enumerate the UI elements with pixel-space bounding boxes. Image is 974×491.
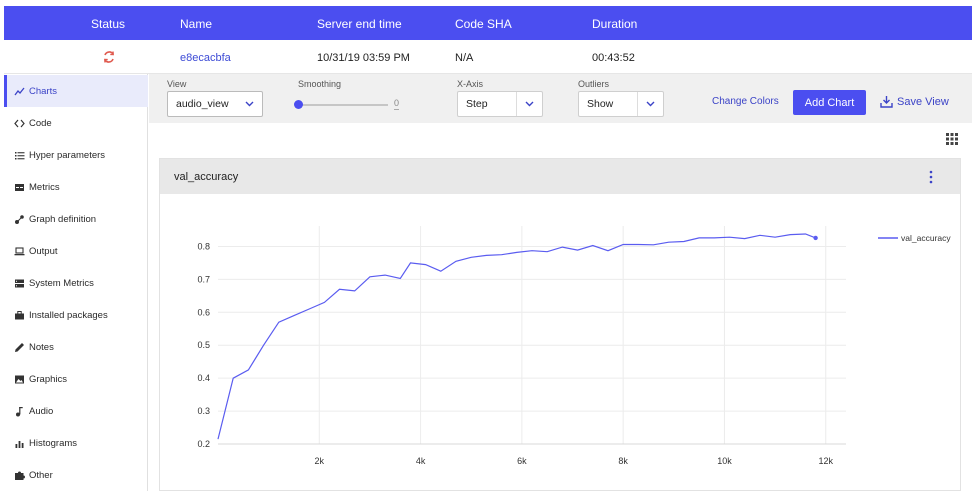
- sidebar-item-system-metrics[interactable]: System Metrics: [4, 267, 148, 299]
- outliers-select[interactable]: Show: [578, 91, 664, 117]
- bar-chart-icon: [15, 440, 24, 448]
- chart-legend[interactable]: val_accuracy: [878, 233, 951, 243]
- line-chart-icon: [14, 87, 25, 95]
- metrics-icon: [15, 183, 24, 191]
- image-icon: [15, 375, 24, 383]
- chevron-down-icon: [637, 92, 663, 116]
- sidebar-item-label: Notes: [29, 341, 54, 353]
- sidebar-item-other[interactable]: Other: [4, 459, 148, 491]
- view-select[interactable]: audio_view: [167, 91, 263, 117]
- x-tick-label: 2k: [315, 456, 325, 466]
- smoothing-slider-track[interactable]: [298, 104, 388, 106]
- sidebar-item-label: Metrics: [29, 181, 60, 193]
- outliers-label: Outliers: [578, 79, 610, 89]
- table-row[interactable]: e8ecacbfa 10/31/19 03:59 PM N/A 00:43:52: [4, 40, 972, 74]
- sidebar-item-label: Graphics: [29, 373, 68, 385]
- header-server-end-time[interactable]: Server end time: [317, 17, 402, 31]
- smoothing-value[interactable]: 0: [394, 98, 400, 110]
- header-code-sha[interactable]: Code SHA: [455, 17, 512, 31]
- server-end-time-value: 10/31/19 03:59 PM: [317, 52, 410, 64]
- series-end-point[interactable]: [813, 235, 818, 241]
- header-name[interactable]: Name: [180, 17, 213, 31]
- y-tick-label: 0.6: [197, 307, 210, 317]
- briefcase-icon: [15, 310, 24, 319]
- graph-icon: [15, 214, 24, 224]
- sidebar-item-audio[interactable]: Audio: [4, 395, 148, 427]
- sidebar-item-label: Histograms: [29, 437, 78, 449]
- chart-card-title: val_accuracy: [174, 171, 239, 183]
- header-duration[interactable]: Duration: [592, 17, 638, 31]
- sidebar: Charts Code Hyper parameters Metrics Gra…: [4, 74, 148, 491]
- code-icon: [14, 119, 25, 127]
- sidebar-item-charts[interactable]: Charts: [4, 75, 148, 107]
- y-tick-label: 0.7: [197, 274, 210, 284]
- sidebar-item-notes[interactable]: Notes: [4, 331, 148, 363]
- y-tick-label: 0.4: [197, 373, 210, 383]
- y-tick-label: 0.8: [197, 241, 210, 251]
- xaxis-select[interactable]: Step: [457, 91, 543, 117]
- more-vert-icon[interactable]: [928, 170, 934, 184]
- xaxis-label: X-Axis: [457, 79, 484, 89]
- sidebar-item-label: Installed packages: [29, 309, 108, 321]
- sidebar-item-label: System Metrics: [29, 277, 94, 289]
- sidebar-item-graphics[interactable]: Graphics: [4, 363, 148, 395]
- code-sha-value: N/A: [455, 52, 474, 64]
- sidebar-item-metrics[interactable]: Metrics: [4, 171, 148, 203]
- chevron-down-icon: [236, 92, 262, 116]
- sidebar-item-label: Charts: [29, 85, 57, 97]
- chart-card-header: val_accuracy: [160, 159, 960, 194]
- sidebar-item-label: Other: [29, 469, 53, 481]
- xaxis-select-value: Step: [466, 98, 488, 110]
- header-status[interactable]: Status: [91, 17, 126, 31]
- sync-icon: [104, 51, 114, 63]
- change-colors-button[interactable]: Change Colors: [712, 96, 779, 107]
- chart-card: val_accuracy 0.2 0.3 0.4 0.5 0.6 0.7 0.8 2k 4k 6…: [159, 158, 961, 491]
- sidebar-item-label: Code: [29, 117, 52, 129]
- sidebar-item-label: Graph definition: [29, 213, 97, 225]
- x-tick-label: 8k: [618, 456, 628, 466]
- y-tick-label: 0.2: [197, 439, 210, 449]
- duration-value: 00:43:52: [592, 52, 635, 64]
- sidebar-item-output[interactable]: Output: [4, 235, 148, 267]
- sidebar-item-label: Output: [29, 245, 58, 257]
- sidebar-item-installed-packages[interactable]: Installed packages: [4, 299, 148, 331]
- chevron-down-icon: [516, 92, 542, 116]
- legend-label: val_accuracy: [901, 233, 951, 243]
- view-label: View: [167, 79, 187, 89]
- run-name-link[interactable]: e8ecacbfa: [180, 52, 231, 64]
- sidebar-item-histograms[interactable]: Histograms: [4, 427, 148, 459]
- save-view-label: Save View: [897, 95, 949, 108]
- add-chart-button[interactable]: Add Chart: [793, 90, 866, 115]
- pencil-icon: [15, 342, 24, 352]
- view-select-value: audio_view: [176, 98, 229, 110]
- x-tick-label: 4k: [416, 456, 426, 466]
- save-view-button[interactable]: Save View: [880, 95, 949, 108]
- outliers-select-value: Show: [587, 98, 614, 110]
- grid-layout-icon[interactable]: [946, 133, 958, 145]
- line-chart[interactable]: 0.2 0.3 0.4 0.5 0.6 0.7 0.8 2k 4k 6k 8k 10k 12k val…: [160, 194, 960, 490]
- x-tick-label: 10k: [717, 456, 732, 466]
- x-tick-label: 12k: [818, 456, 833, 466]
- sidebar-item-label: Audio: [29, 405, 54, 417]
- smoothing-label: Smoothing: [298, 79, 342, 89]
- table-header: Status Name Server end time Code SHA Dur…: [4, 6, 972, 40]
- puzzle-icon: [15, 471, 25, 480]
- sidebar-item-code[interactable]: Code: [4, 107, 148, 139]
- smoothing-slider-handle[interactable]: [294, 100, 303, 109]
- laptop-icon: [14, 246, 25, 255]
- server-icon: [15, 279, 24, 287]
- sidebar-item-graph-definition[interactable]: Graph definition: [4, 203, 148, 235]
- y-tick-label: 0.5: [197, 340, 210, 350]
- download-icon: [880, 96, 893, 108]
- sidebar-item-hyper-parameters[interactable]: Hyper parameters: [4, 139, 148, 171]
- sidebar-item-label: Hyper parameters: [29, 149, 106, 161]
- y-tick-label: 0.3: [197, 406, 210, 416]
- list-icon: [15, 151, 25, 159]
- music-note-icon: [16, 406, 23, 416]
- series-line-val-accuracy[interactable]: [217, 233, 816, 440]
- x-tick-label: 6k: [517, 456, 527, 466]
